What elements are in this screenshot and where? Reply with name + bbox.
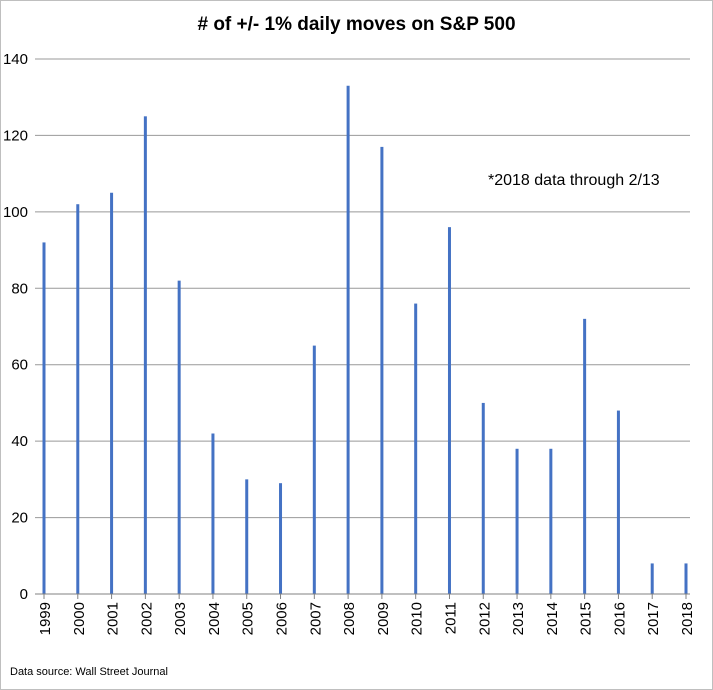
y-tick-label: 0 [20,586,28,603]
y-tick-label: 80 [11,280,28,297]
x-tick-label: 2015 [578,602,595,635]
bar-2006 [279,483,283,594]
y-tick-label: 100 [3,204,28,221]
y-tick-label: 120 [3,127,28,144]
bar-2002 [143,116,147,595]
bar-2007 [312,345,316,594]
bar-2016 [616,410,620,594]
gridlines [35,58,690,519]
bar-2003 [177,280,181,594]
x-tick-label: 2005 [240,602,257,635]
x-tick-label: 2001 [105,602,122,635]
y-tick-label: 40 [11,433,28,450]
bar-2009 [380,146,384,594]
bars [42,85,688,595]
chart-annotation: *2018 data through 2/13 [488,172,660,189]
x-tick-label: 2003 [172,602,189,635]
y-tick-label: 140 [3,51,28,68]
bar-2000 [76,204,80,594]
bar-2008 [346,85,350,594]
bar-2018 [684,563,688,594]
x-tick-label: 2016 [611,602,628,635]
x-tick-label: 2018 [679,602,696,635]
x-tick-label: 2008 [341,602,358,635]
source-note: Data source: Wall Street Journal [10,666,168,678]
x-tick-label: 2007 [307,602,324,635]
bar-2017 [650,563,654,594]
x-axis-ticks: 1999 2000 2001 2002 2003 2004 2005 2006 2007 2008… [37,594,696,635]
y-tick-label: 20 [11,510,28,527]
x-tick-label: 2011 [442,602,459,634]
bar-2014 [549,448,553,594]
x-tick-label: 2000 [71,602,88,635]
bar-2005 [245,479,249,594]
chart-title: # of +/- 1% daily moves on S&P 500 [197,14,516,35]
x-tick-label: 2006 [274,602,291,635]
x-tick-label: 2004 [206,602,223,635]
bar-2013 [515,448,519,594]
x-tick-label: 2010 [409,602,426,635]
bar-2012 [481,402,485,594]
y-tick-label: 60 [11,357,28,374]
y-axis-ticks: 0 20 40 60 80 100 120 140 [3,51,28,603]
bar-2011 [447,227,451,594]
bar-2001 [110,192,114,594]
x-tick-label: 2017 [645,602,662,635]
x-tick-label: 2002 [138,602,155,635]
x-tick-label: 2014 [544,602,561,635]
bar-2015 [583,318,587,594]
bar-1999 [42,242,46,594]
x-tick-label: 2013 [510,602,527,635]
x-tick-label: 2009 [375,602,392,635]
x-tick-label: 2012 [476,602,493,635]
x-tick-label: 1999 [37,602,54,635]
bar-2004 [211,433,215,594]
bar-2010 [414,303,418,594]
